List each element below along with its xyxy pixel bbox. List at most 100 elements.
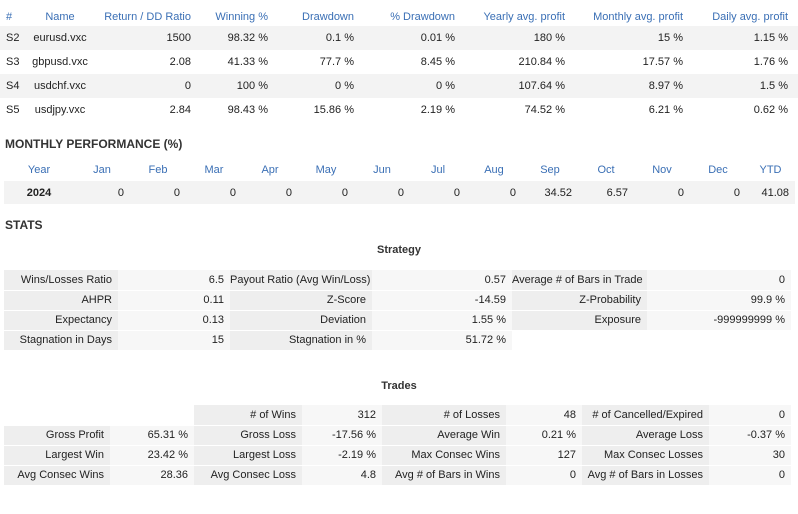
stat-value: 65.31 % [110,425,194,446]
stat-value: 0 [709,405,791,426]
stat-value: 0.11 [118,290,230,311]
symbol-row: S5 usdjpy.vxc 2.84 98.43 % 15.86 % 2.19 % 74.5… [0,98,798,122]
stat-value: -17.56 % [302,425,382,446]
stat-value: 99.9 % [647,290,791,311]
symbol-cell: 1.76 % [753,56,788,68]
stat-label: Gross Loss [194,425,302,446]
monthly-cell: 0 [634,181,690,204]
stat-label: Stagnation in Days [4,330,118,351]
symbol-cell: 2.19 % [420,104,455,116]
monthly-column-header: Jan [93,163,111,176]
stat-label: Wins/Losses Ratio [4,270,118,291]
stat-label: Avg # of Bars in Losses [582,465,709,486]
trades-row: Avg Consec Wins 28.36 Avg Consec Loss 4.8 Av… [4,465,791,486]
symbols-body: S2 eurusd.vxc 1500 98.32 % 0.1 % 0.01 % 180 % 1… [0,26,798,122]
symbol-row: S4 usdchf.vxc 0 100 % 0 % 0 % 107.64 % 8.97 % 1.… [0,74,798,98]
monthly-column-header: YTD [759,163,782,176]
symbols-column-header: Daily avg. profit [712,11,788,23]
monthly-body: 2024 0 0 0 0 0 0 0 0 34.52 6.57 0 0 41.08 [4,181,795,204]
stat-value: 23.42 % [110,445,194,466]
monthly-column-header: Jul [430,163,446,176]
symbol-cell: S4 [0,74,24,98]
monthly-column-header: Feb [148,163,168,176]
symbol-cell: 0 [96,74,201,98]
trades-row: Largest Win 23.42 % Largest Loss -2.19 % Max… [4,445,791,466]
symbol-cell: 0 % [364,74,465,98]
symbol-cell: 41.33 % [227,56,268,68]
symbol-cell: 17.57 % [642,56,683,68]
symbol-cell: 15 % [575,26,693,50]
symbol-cell: 210.84 % [518,56,565,68]
symbols-column-header: Winning % [215,11,268,23]
monthly-performance-title: MONTHLY PERFORMANCE (%) [5,137,183,151]
stat-label: Largest Win [4,445,110,466]
monthly-cell: 0 [410,181,466,204]
monthly-cell: 0 [186,181,242,204]
stat-label: AHPR [4,290,118,311]
trades-row: # of Wins 312 # of Losses 48 # of Cancelled/… [4,405,791,426]
symbol-cell: 6.21 % [648,104,683,116]
symbols-column-header: # [6,11,13,23]
stat-label: Gross Profit [4,425,110,446]
strategy-title: Strategy [376,244,422,256]
stat-value: 0.21 % [506,425,582,446]
symbol-cell: 0 % [278,74,364,98]
stat-value: 0 [647,270,791,291]
symbol-cell: 8.45 % [420,56,455,68]
stat-label: Stagnation in % [230,330,372,351]
stat-value: 0 [506,465,582,486]
stat-value: 0.57 [372,270,512,291]
symbols-column-header: Monthly avg. profit [593,11,683,23]
trades-title: Trades [381,380,417,392]
stat-label: Expectancy [4,310,118,331]
monthly-column-header: Dec [708,163,728,176]
stat-label: # of Losses [382,405,506,426]
monthly-column-header: Nov [652,163,672,176]
symbols-header-row: # Name Return / DD Ratio Winning % Drawdown%… [0,8,798,26]
stat-value: 312 [302,405,382,426]
monthly-column-header: Mar [204,163,224,176]
monthly-column-header: Jun [373,163,391,176]
monthly-column-header: Apr [261,163,279,176]
stat-value: 0.13 [118,310,230,331]
stat-value: 1.55 % [372,310,512,331]
monthly-cell: 0 [690,181,746,204]
monthly-column-header: May [315,163,337,176]
trades-row: Gross Profit 65.31 % Gross Loss -17.56 % Ave… [4,425,791,446]
monthly-column-header: Aug [484,163,504,176]
monthly-column-header: Year [27,163,51,176]
strategy-row: Wins/Losses Ratio 6.5 Payout Ratio (Avg Wi… [4,270,791,291]
stat-value: 6.5 [118,270,230,291]
symbols-column-header: Name [45,11,75,23]
monthly-cell: 0 [466,181,522,204]
monthly-cell: 0 [130,181,186,204]
monthly-cell: 34.52 [522,181,578,204]
symbol-cell: 8.97 % [575,74,693,98]
stats-title: STATS [5,218,43,232]
strategy-body: Wins/Losses Ratio 6.5 Payout Ratio (Avg Wi… [4,270,791,351]
stat-label: # of Cancelled/Expired [582,405,709,426]
symbol-cell: 98.32 % [201,26,278,50]
stat-label: Avg Consec Loss [194,465,302,486]
stat-label: Max Consec Wins [382,445,506,466]
symbol-cell: S3 [6,56,20,68]
symbol-row: S3 gbpusd.vxc 2.08 41.33 % 77.7 % 8.45 % 210.8… [0,50,798,74]
stat-label: Average Win [382,425,506,446]
symbol-cell: 1500 [96,26,201,50]
trades-stats-table: # of Wins 312 # of Losses 48 # of Cancelled/… [4,405,791,486]
symbol-cell: 15.86 % [313,104,354,116]
symbols-table: # Name Return / DD Ratio Winning % Drawdown%… [0,8,798,122]
stat-label: Avg # of Bars in Wins [382,465,506,486]
monthly-cell: 2024 [4,181,74,204]
strategy-row: AHPR 0.11 Z-Score -14.59 Z-Probability 99.9 % [4,290,791,311]
stat-label: Average Loss [582,425,709,446]
stat-value: -999999999 % [647,310,791,331]
symbol-cell: 0.01 % [364,26,465,50]
stat-label: Largest Loss [194,445,302,466]
stat-value: 51.72 % [372,330,512,351]
stat-label: Exposure [512,310,647,331]
monthly-column-header: Sep [540,163,560,176]
symbol-cell: 2.84 [169,104,191,116]
symbol-cell: usdchf.vxc [24,74,96,98]
symbols-column-header: % Drawdown [390,11,455,23]
